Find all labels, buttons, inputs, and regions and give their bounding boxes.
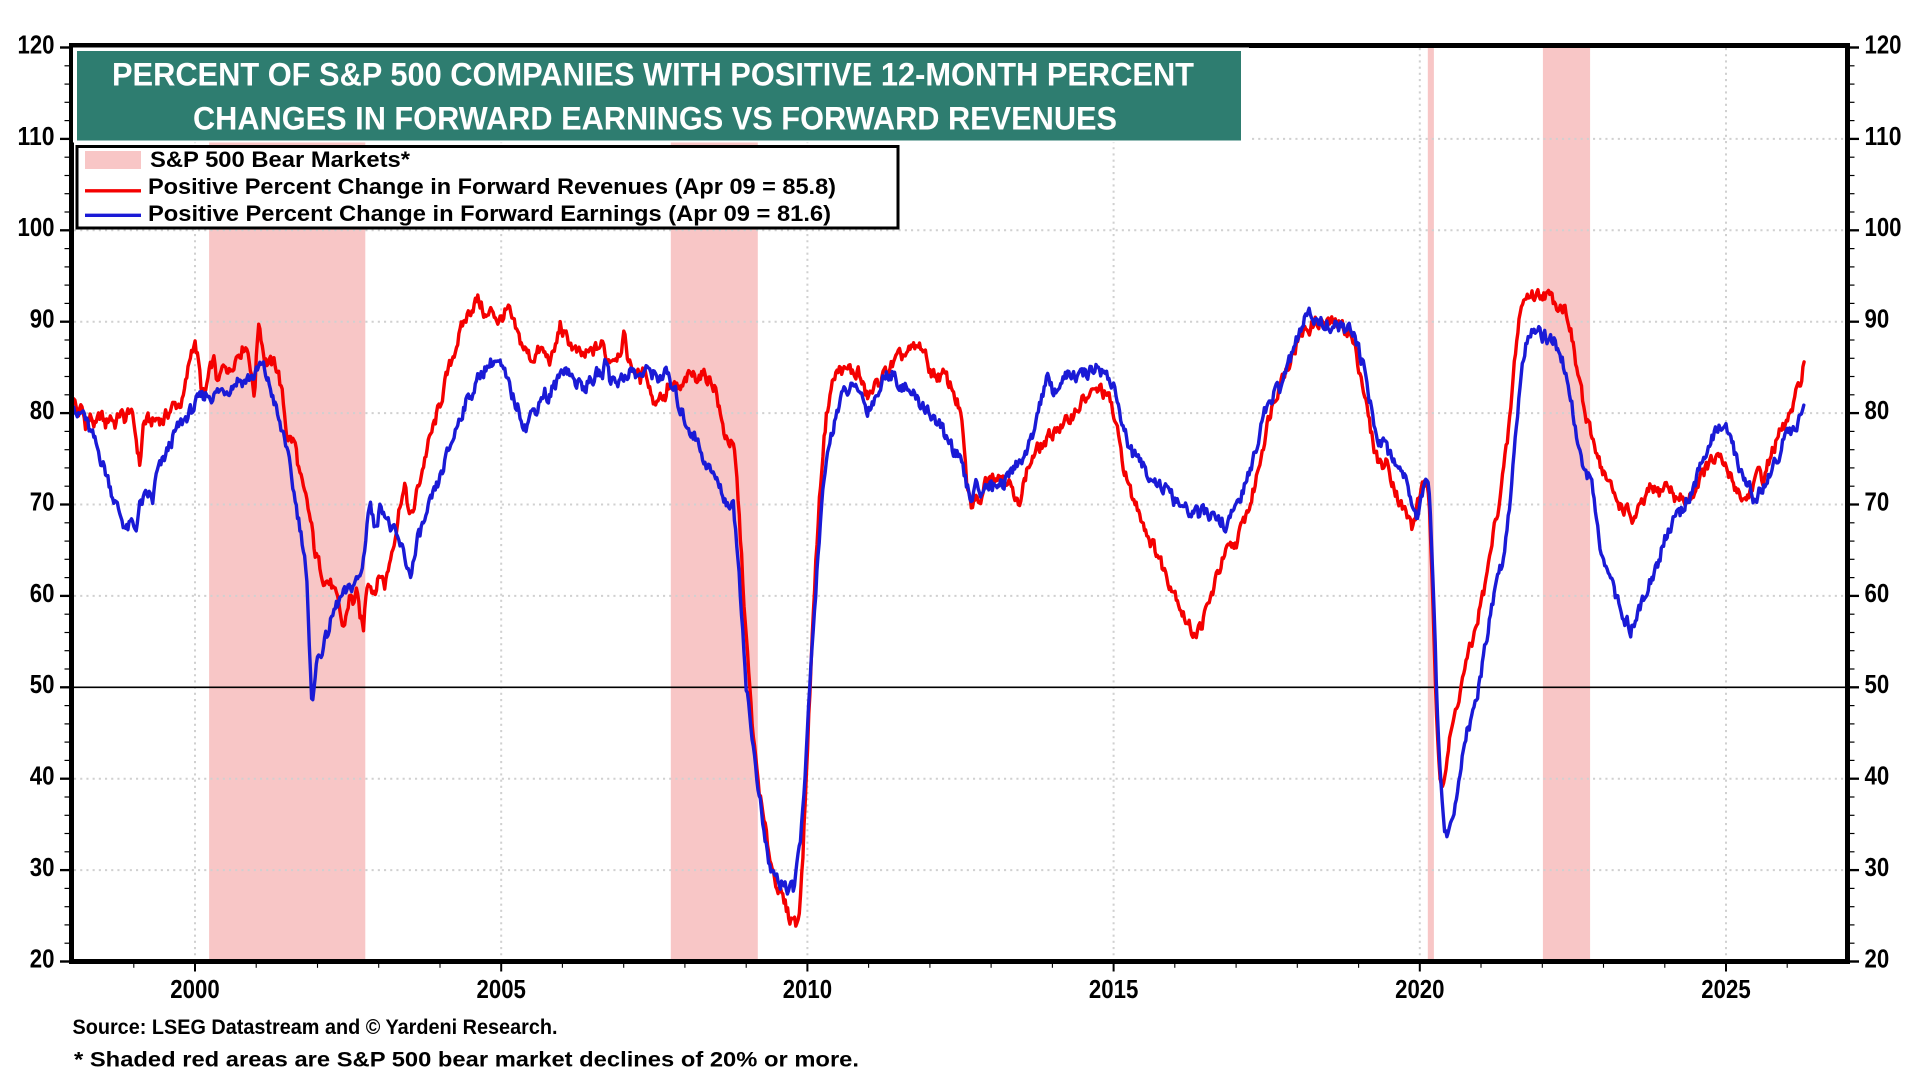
- svg-text:30: 30: [30, 852, 55, 882]
- svg-text:110: 110: [1865, 121, 1902, 151]
- svg-text:PERCENT OF S&P 500 COMPANIES W: PERCENT OF S&P 500 COMPANIES WITH POSITI…: [112, 57, 1194, 93]
- svg-text:40: 40: [30, 761, 55, 791]
- svg-text:120: 120: [18, 29, 55, 59]
- svg-text:2025: 2025: [1701, 974, 1750, 1004]
- svg-text:60: 60: [1865, 578, 1890, 608]
- svg-text:Positive Percent Change in For: Positive Percent Change in Forward Reven…: [148, 174, 836, 199]
- svg-text:Source: LSEG Datastream and ©: Source: LSEG Datastream and © Yardeni Re…: [73, 1015, 558, 1039]
- svg-text:2020: 2020: [1395, 974, 1444, 1004]
- svg-text:20: 20: [1865, 943, 1890, 973]
- svg-text:100: 100: [1865, 212, 1902, 242]
- svg-text:120: 120: [1865, 29, 1902, 59]
- svg-text:90: 90: [1865, 304, 1890, 334]
- svg-text:* Shaded red areas are S&P 500: * Shaded red areas are S&P 500 bear mark…: [74, 1048, 859, 1072]
- svg-text:90: 90: [30, 304, 55, 334]
- svg-text:60: 60: [30, 578, 55, 608]
- svg-text:S&P 500 Bear Markets*: S&P 500 Bear Markets*: [150, 147, 410, 172]
- svg-text:2000: 2000: [170, 974, 219, 1004]
- svg-text:70: 70: [30, 486, 55, 516]
- svg-text:2015: 2015: [1089, 974, 1138, 1004]
- svg-text:CHANGES IN FORWARD EARNINGS VS: CHANGES IN FORWARD EARNINGS VS FORWARD R…: [193, 101, 1117, 137]
- svg-text:2010: 2010: [783, 974, 832, 1004]
- svg-text:50: 50: [30, 669, 55, 699]
- svg-text:20: 20: [30, 943, 55, 973]
- svg-text:2005: 2005: [477, 974, 526, 1004]
- svg-text:80: 80: [1865, 395, 1890, 425]
- svg-text:80: 80: [30, 395, 55, 425]
- svg-text:110: 110: [18, 121, 55, 151]
- svg-text:100: 100: [18, 212, 55, 242]
- svg-text:70: 70: [1865, 486, 1890, 516]
- svg-text:40: 40: [1865, 761, 1890, 791]
- svg-text:Positive Percent Change in For: Positive Percent Change in Forward Earni…: [148, 201, 831, 226]
- svg-text:30: 30: [1865, 852, 1890, 882]
- svg-text:50: 50: [1865, 669, 1890, 699]
